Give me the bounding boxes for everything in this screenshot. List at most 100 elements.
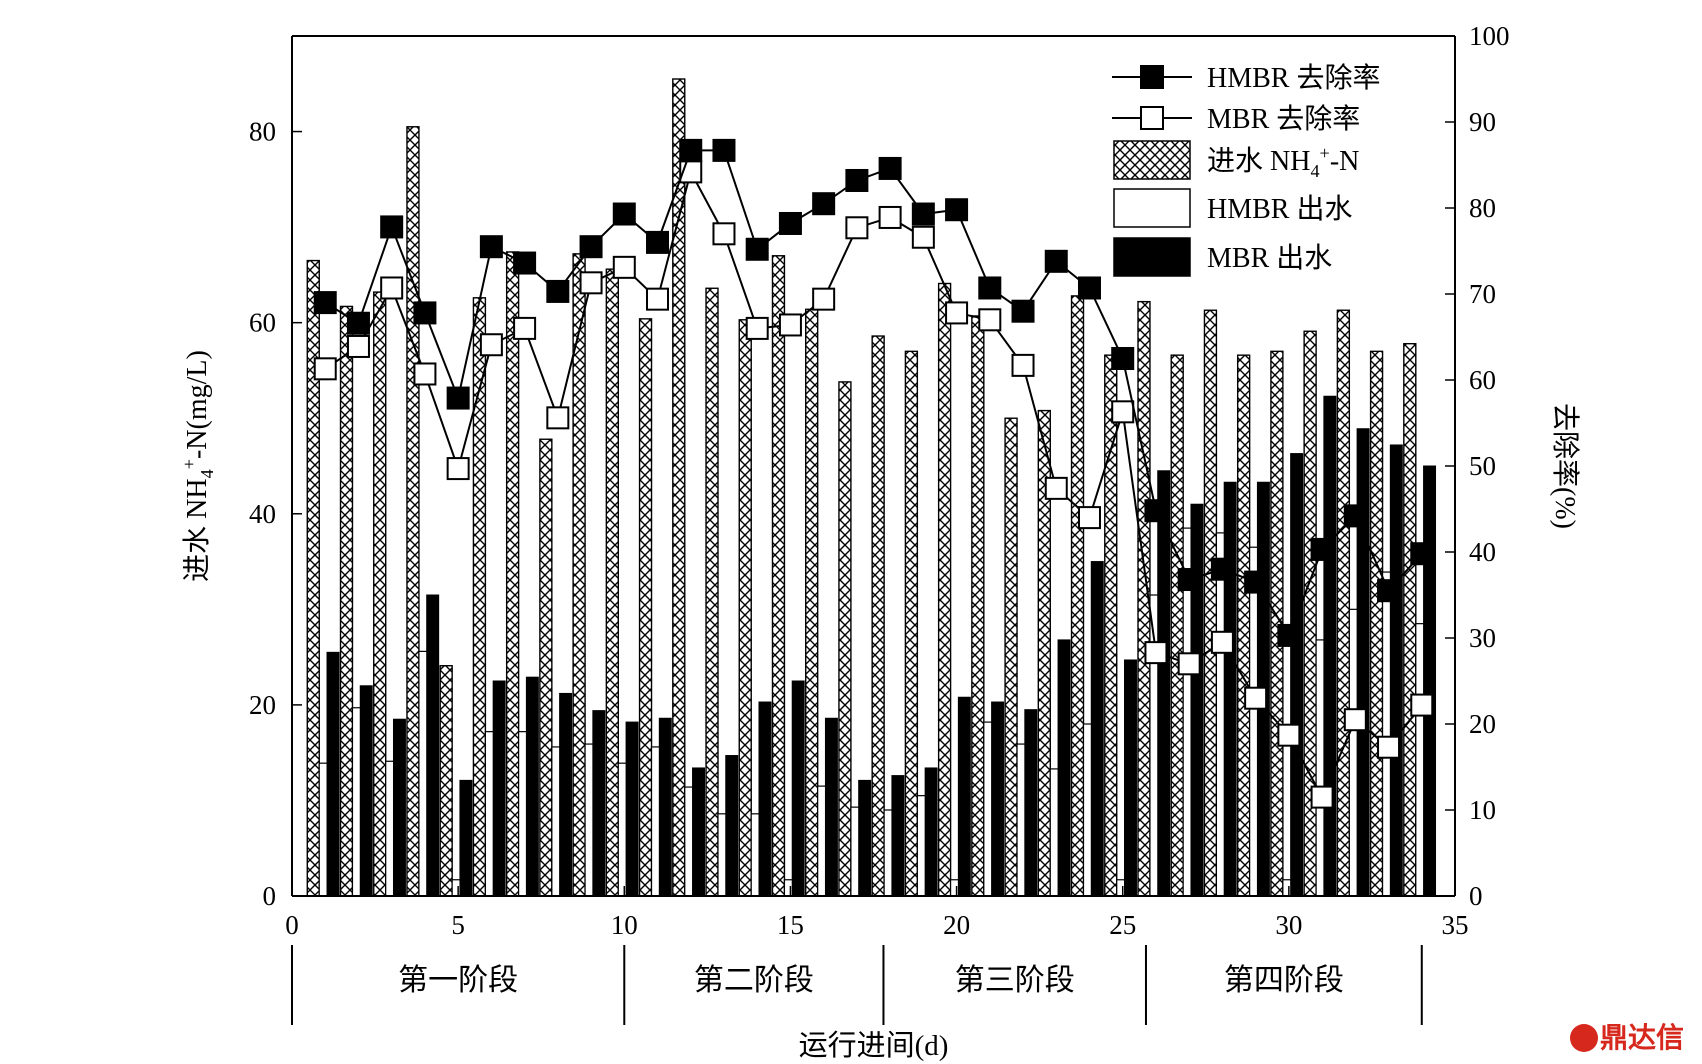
bar-mbr-effluent xyxy=(559,692,573,897)
bar-influent xyxy=(871,335,885,897)
y-right-tick-label: 50 xyxy=(1469,451,1496,481)
x-tick-label: 35 xyxy=(1442,910,1469,940)
mbr-removal-point xyxy=(1111,400,1135,424)
bar-mbr-effluent xyxy=(625,721,639,897)
stage-label: 第一阶段 xyxy=(398,964,518,997)
hmbr-removal-point xyxy=(313,291,337,315)
bar-influent xyxy=(406,126,420,897)
y-right-tick-label: 20 xyxy=(1469,709,1496,739)
hmbr-removal-point xyxy=(1177,568,1201,592)
mbr-removal-point xyxy=(1210,630,1234,654)
hmbr-removal-point xyxy=(911,202,935,226)
hmbr-removal-point xyxy=(446,386,470,410)
bar-influent xyxy=(339,305,354,897)
watermark: 鼎达信 xyxy=(1569,1016,1684,1056)
bar-influent xyxy=(505,251,520,897)
y-axis-left-title: 进水 NH4+-N(mg/L) xyxy=(179,350,217,582)
bar-mbr-effluent xyxy=(692,767,705,897)
bar-mbr-effluent xyxy=(1356,428,1370,897)
hmbr-removal-point xyxy=(845,168,869,192)
mbr-removal-point xyxy=(745,316,769,340)
mbr-removal-point xyxy=(1277,723,1301,747)
mbr-removal-point xyxy=(380,276,404,300)
hmbr-removal-point xyxy=(778,211,802,235)
mbr-removal-point xyxy=(978,308,1002,332)
bar-influent xyxy=(638,318,653,897)
bar-influent xyxy=(937,282,952,897)
bar-mbr-effluent xyxy=(858,779,872,897)
mbr-removal-point xyxy=(346,334,370,358)
mbr-removal-point xyxy=(945,301,969,325)
y-right-tick-label: 10 xyxy=(1469,795,1496,825)
y-right-tick-label: 90 xyxy=(1469,107,1496,137)
bar-influent xyxy=(605,268,620,897)
mbr-removal-point xyxy=(579,271,603,295)
bar-mbr-effluent xyxy=(758,701,772,897)
hmbr-removal-point xyxy=(346,311,370,335)
x-tick-label: 25 xyxy=(1109,910,1136,940)
legend-label: HMBR 出水 xyxy=(1207,193,1352,225)
hmbr-removal-point xyxy=(1343,504,1367,528)
y-right-tick-label: 70 xyxy=(1469,279,1496,309)
bar-influent xyxy=(771,255,786,897)
bar-mbr-effluent xyxy=(459,779,473,897)
mbr-removal-point xyxy=(446,457,470,481)
legend-item: HMBR 去除率 xyxy=(1112,62,1380,94)
hmbr-removal-point xyxy=(1044,249,1068,273)
bar-influent xyxy=(1203,309,1218,897)
bar-mbr-effluent xyxy=(924,767,938,897)
hmbr-removal-point xyxy=(1244,570,1268,594)
y-right-tick-label: 40 xyxy=(1469,537,1496,567)
hmbr-removal-point xyxy=(1310,537,1334,561)
hmbr-removal-point xyxy=(479,235,503,259)
bar-influent xyxy=(971,315,985,897)
legend-swatch xyxy=(1113,237,1191,277)
y-left-tick-label: 20 xyxy=(249,690,276,720)
hmbr-removal-point xyxy=(612,202,636,226)
stage-label: 第三阶段 xyxy=(955,964,1075,997)
x-tick-label: 15 xyxy=(777,910,804,940)
hmbr-removal-point xyxy=(1277,623,1301,647)
hmbr-removal-point xyxy=(380,215,404,239)
hmbr-removal-point xyxy=(1077,276,1101,300)
mbr-removal-point xyxy=(1077,506,1101,530)
bar-influent xyxy=(373,291,387,897)
legend-label: 进水 NH4+-N xyxy=(1207,143,1359,181)
x-tick-label: 30 xyxy=(1275,910,1302,940)
legend-label: MBR 去除率 xyxy=(1207,103,1360,135)
x-tick-label: 20 xyxy=(943,910,970,940)
bar-influent xyxy=(1369,350,1384,897)
bar-influent xyxy=(904,350,919,897)
axes-layer: 0 5 10 15 20 25 30 3502040608001020304050607080… xyxy=(179,21,1581,940)
mbr-removal-point xyxy=(479,333,503,357)
bar-influent xyxy=(1303,330,1317,897)
bar-mbr-effluent xyxy=(1423,465,1437,897)
bar-mbr-effluent xyxy=(1024,709,1038,897)
legend-item: 进水 NH4+-N xyxy=(1113,140,1359,181)
x-axis-title: 运行进间(d) xyxy=(799,1029,949,1062)
hmbr-removal-point xyxy=(812,192,836,216)
bar-mbr-effluent xyxy=(824,717,838,897)
bar-mbr-effluent xyxy=(1124,659,1137,897)
mbr-removal-point xyxy=(1044,476,1068,500)
bar-mbr-effluent xyxy=(392,718,406,897)
hmbr-removal-point xyxy=(513,251,537,275)
mbr-removal-point xyxy=(911,225,935,249)
hmbr-removal-point xyxy=(413,301,437,325)
bar-mbr-effluent xyxy=(1323,395,1337,897)
y-right-tick-label: 60 xyxy=(1469,365,1496,395)
bar-influent xyxy=(705,287,719,897)
bar-influent xyxy=(805,308,819,897)
mbr-removal-point xyxy=(1310,785,1334,809)
mbr-removal-point xyxy=(712,222,736,246)
y-axis-right-title: 去除率(%) xyxy=(1549,403,1581,529)
y-left-tick-label: 60 xyxy=(249,308,276,338)
hmbr-removal-point xyxy=(978,276,1002,300)
mbr-removal-point xyxy=(1244,686,1268,710)
hmbr-removal-line xyxy=(324,149,1423,638)
bar-influent xyxy=(1336,309,1351,897)
hmbr-removal-point xyxy=(579,235,603,259)
bar-mbr-effluent xyxy=(359,685,373,897)
